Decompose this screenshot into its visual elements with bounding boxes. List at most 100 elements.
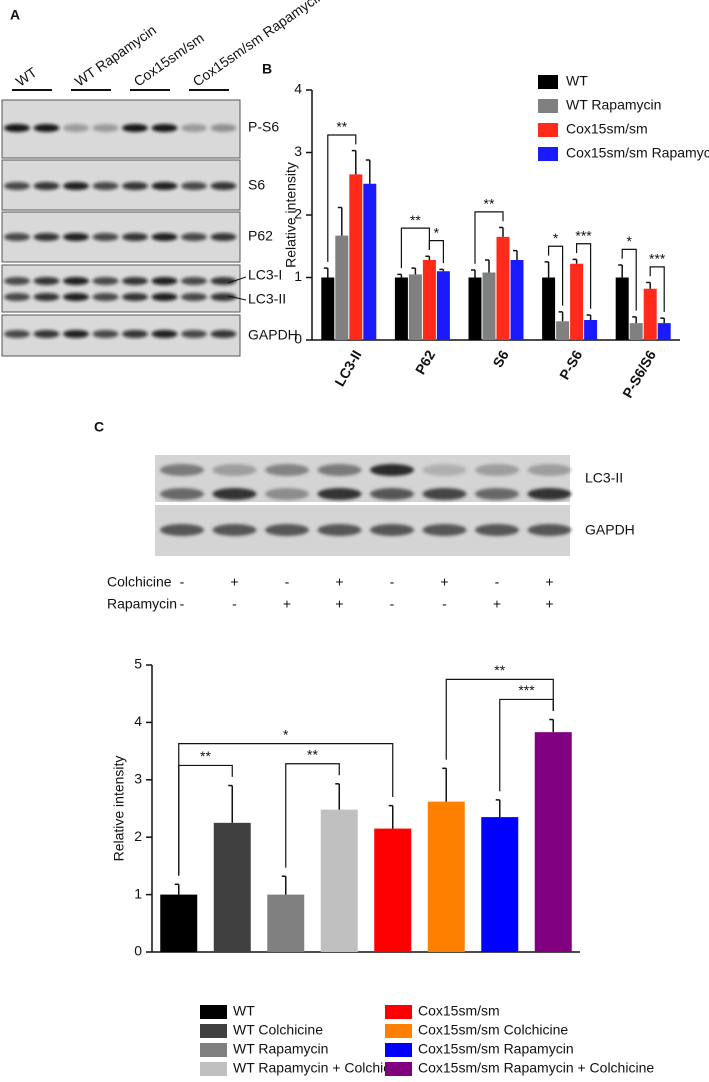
significance-label: * (434, 224, 440, 240)
bar (643, 288, 657, 340)
blot-band (63, 182, 89, 190)
treatment-mark: - (442, 596, 447, 612)
bar (657, 323, 671, 340)
y-tick-label: 1 (294, 268, 302, 284)
blot-band (4, 233, 30, 241)
blot-band (210, 124, 237, 132)
treatment-mark: - (180, 596, 185, 612)
blot-band (181, 293, 207, 301)
bar (335, 235, 349, 340)
bar (422, 260, 436, 340)
bar (534, 732, 572, 952)
blot-label: LC3-II (248, 291, 286, 307)
blot-band (33, 182, 60, 190)
blot-band (92, 330, 119, 338)
legend-swatch (538, 75, 558, 89)
blot-band (63, 277, 89, 285)
significance-bracket (445, 678, 554, 760)
significance-label: * (283, 726, 289, 742)
bar (615, 277, 629, 340)
legend-label: Cox15sm/sm Rapamycin (418, 1041, 574, 1057)
blot-band (265, 524, 309, 536)
bar (481, 817, 519, 952)
blot-band (422, 524, 467, 536)
bar (510, 260, 524, 340)
bar (482, 272, 496, 340)
significance-label: *** (518, 682, 535, 698)
blot-band (63, 233, 89, 241)
bar (363, 183, 377, 340)
blot-band (33, 330, 60, 338)
bar (629, 323, 643, 340)
blot-band (33, 233, 60, 241)
significance-bracket (649, 266, 665, 312)
bar (321, 277, 335, 340)
y-tick-label: 3 (134, 771, 142, 787)
blot-band (422, 488, 467, 500)
treatment-mark: - (390, 596, 395, 612)
significance-label: ** (336, 119, 347, 135)
blot-band (122, 233, 148, 241)
legend-swatch (538, 123, 558, 137)
treatment-mark: + (545, 574, 553, 590)
bar (427, 801, 465, 952)
blot-band (475, 524, 519, 536)
legend-label: Cox15sm/sm (566, 121, 648, 137)
significance-label: *** (649, 251, 666, 267)
blot-band (4, 182, 30, 190)
y-axis-label: Relative intensity (111, 756, 127, 862)
blot-band (210, 277, 237, 285)
treatment-mark: - (232, 596, 237, 612)
significance-bracket (576, 243, 592, 309)
treatment-mark: + (335, 596, 343, 612)
blot-band (122, 124, 148, 132)
blot-label: S6 (248, 177, 265, 193)
bar (394, 277, 408, 340)
bar (436, 271, 450, 340)
lane-label: Cox15sm/sm Rapamycin (190, 0, 327, 89)
blot-band (370, 464, 414, 476)
blot-band (92, 277, 119, 285)
bar (267, 894, 305, 952)
significance-bracket (621, 248, 637, 311)
y-tick-label: 4 (134, 713, 142, 729)
bar (584, 320, 598, 340)
bar (468, 277, 482, 340)
blot-band (181, 124, 207, 132)
x-tick-label: P-S6/S6 (619, 347, 659, 400)
significance-bracket (285, 763, 340, 868)
treatment-mark: - (180, 574, 185, 590)
blot-band (317, 488, 362, 500)
blot-band (151, 124, 178, 132)
significance-label: ** (494, 662, 505, 678)
blot-band (4, 124, 30, 132)
blot-band (212, 488, 257, 500)
legend-label: WT Rapamycin + Colchicine (233, 1060, 409, 1076)
blot-band (475, 464, 519, 476)
treatment-mark: + (440, 574, 448, 590)
blot-band (4, 277, 30, 285)
legend-label: WT Rapamycin (566, 97, 661, 113)
bar (349, 174, 363, 340)
blot-band (210, 233, 237, 241)
legend-swatch (538, 99, 558, 113)
lane-label: WT (13, 64, 40, 90)
treatment-mark: + (230, 574, 238, 590)
legend-swatch (200, 1062, 227, 1076)
y-tick-label: 0 (134, 943, 142, 959)
blot-band (160, 524, 204, 536)
blot-label: GAPDH (585, 522, 635, 538)
blot-band (422, 464, 467, 476)
blot-band (370, 488, 414, 500)
x-tick-label: LC3-II (331, 347, 364, 389)
significance-label: ** (307, 746, 318, 762)
legend-swatch (385, 1024, 412, 1038)
blot-box (1, 264, 241, 313)
blot-band (212, 524, 257, 536)
significance-label: * (553, 230, 559, 246)
blot-band (4, 293, 30, 301)
blot-band (63, 293, 89, 301)
blot-label: P-S6 (248, 119, 279, 135)
legend-swatch (385, 1043, 412, 1057)
